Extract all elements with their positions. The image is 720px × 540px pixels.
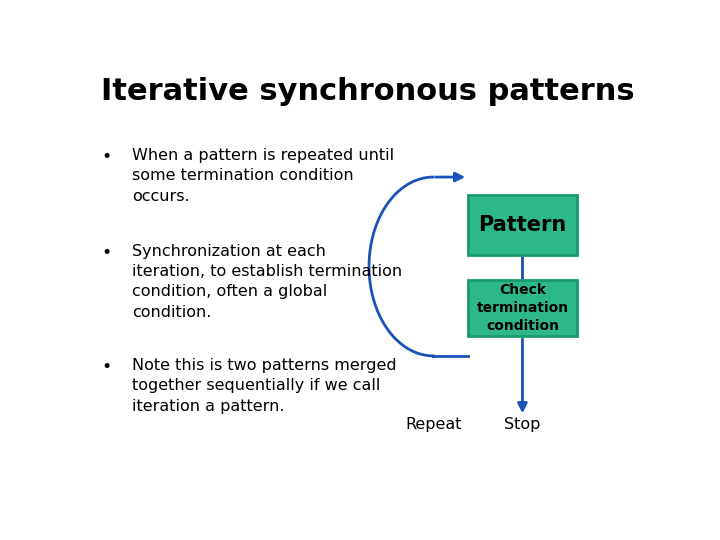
FancyBboxPatch shape (468, 280, 577, 336)
Text: •: • (101, 244, 112, 261)
Text: Note this is two patterns merged
together sequentially if we call
iteration a pa: Note this is two patterns merged togethe… (132, 358, 397, 414)
Text: Repeat: Repeat (405, 417, 462, 432)
Text: Iterative synchronous patterns: Iterative synchronous patterns (101, 77, 635, 106)
FancyBboxPatch shape (468, 195, 577, 255)
Text: Pattern: Pattern (478, 215, 567, 235)
Text: Synchronization at each
iteration, to establish termination
condition, often a g: Synchronization at each iteration, to es… (132, 244, 402, 320)
Text: When a pattern is repeated until
some termination condition
occurs.: When a pattern is repeated until some te… (132, 148, 394, 204)
Text: •: • (101, 358, 112, 376)
Text: Stop: Stop (504, 417, 541, 432)
Text: •: • (101, 148, 112, 166)
Text: Check
termination
condition: Check termination condition (477, 282, 569, 333)
